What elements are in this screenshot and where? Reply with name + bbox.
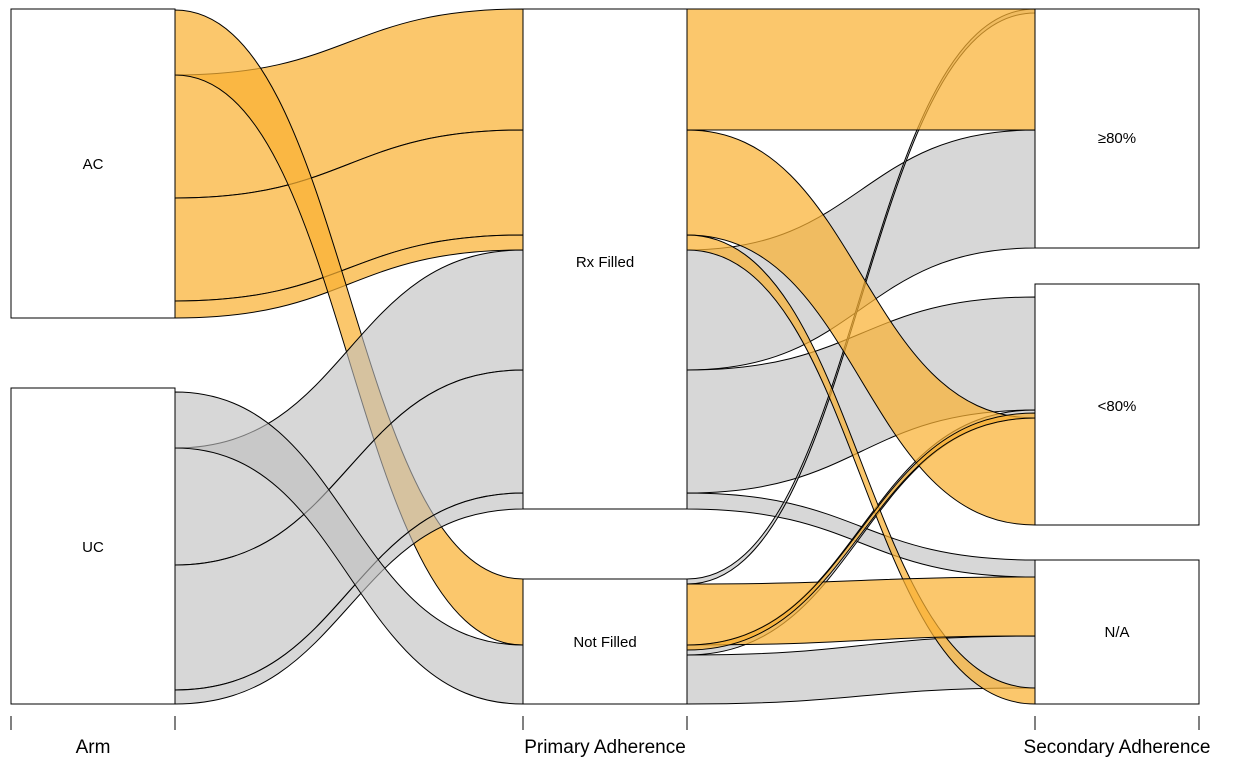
node-ge80 [1034,8,1200,249]
node-label-rx-filled: Rx Filled [576,254,634,271]
flows-layer [174,8,1036,705]
ribbon-ac-ge80 [686,8,1036,131]
ribbon-ac-na [686,576,1036,646]
axis-label-arm: Arm [76,737,111,758]
axis-layer: Arm Primary Adherence Secondary Adherenc… [10,716,1211,758]
node-not-filled [522,578,688,705]
node-label-not-filled: Not Filled [573,634,636,651]
node-label-na: N/A [1104,624,1129,641]
nodes-layer: AC UC Rx Filled Not Filled ≥80% <80% N/A [10,8,1200,705]
node-ac [10,8,176,319]
axis-label-primary-adherence: Primary Adherence [524,737,686,758]
node-label-ge80: ≥80% [1098,130,1136,147]
node-label-uc: UC [82,539,104,556]
node-label-lt80: <80% [1098,398,1137,415]
node-rx-filled [522,8,688,510]
node-label-ac: AC [83,156,104,173]
node-uc [10,387,176,705]
axis-label-secondary-adherence: Secondary Adherence [1024,737,1211,758]
node-lt80 [1034,283,1200,526]
node-na [1034,559,1200,705]
